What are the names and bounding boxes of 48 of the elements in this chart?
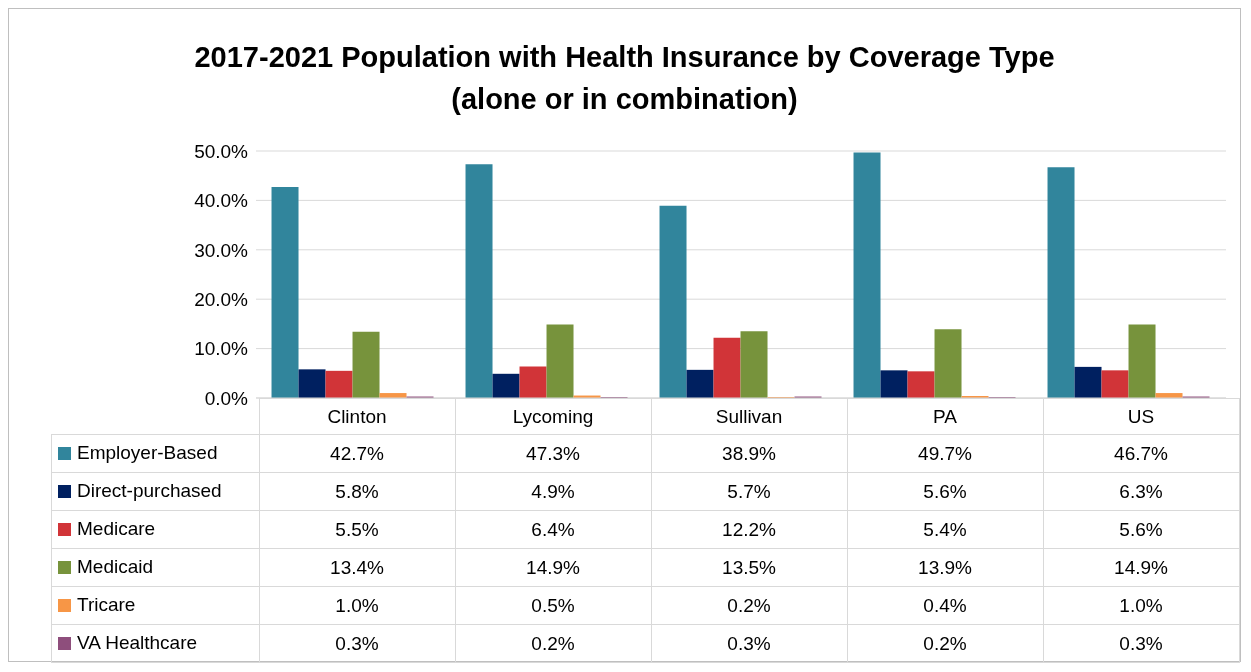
data-label: 5.7% [651,472,847,511]
data-label: 4.9% [455,472,651,511]
data-label: 42.7% [259,434,455,473]
data-label: 0.3% [651,624,847,663]
data-label: 5.4% [847,510,1043,549]
data-label: 0.3% [259,624,455,663]
data-label: 46.7% [1043,434,1239,473]
chart-title: 2017-2021 Population with Health Insurance by Coverage Type (alone or in combination) [194,40,1055,117]
y-tick-label: 20.0% [194,288,249,310]
data-label: 47.3% [455,434,651,473]
data-label: 0.2% [651,586,847,625]
data-label: 13.5% [651,548,847,587]
data-label: 0.2% [455,624,651,663]
legend-label: Medicare [77,518,156,541]
y-tick-label: 0.0% [204,387,249,409]
data-label: 6.3% [1043,472,1239,511]
y-tick-label: 40.0% [194,190,249,212]
data-label: 0.3% [1043,624,1239,663]
y-tick-label: 50.0% [194,140,249,162]
data-label: 38.9% [651,434,847,473]
legend-label: Direct-purchased [77,480,222,503]
data-label: 1.0% [259,586,455,625]
data-label: 49.7% [847,434,1043,473]
legend-label: Employer-Based [77,442,218,465]
x-tick-label: Sullivan [651,398,847,435]
data-label: 5.5% [259,510,455,549]
legend-label: Medicaid [77,556,154,579]
data-label: 14.9% [455,548,651,587]
data-label: 0.2% [847,624,1043,663]
y-tick-label: 10.0% [194,338,249,360]
legend-label: Tricare [77,594,136,617]
data-label: 5.8% [259,472,455,511]
data-label: 5.6% [1043,510,1239,549]
x-tick-label: US [1043,398,1239,435]
data-label: 6.4% [455,510,651,549]
data-label: 0.4% [847,586,1043,625]
data-label: 13.4% [259,548,455,587]
x-tick-label: Lycoming [455,398,651,435]
y-tick-label: 30.0% [194,239,249,261]
data-label: 12.2% [651,510,847,549]
data-label: 14.9% [1043,548,1239,587]
data-label: 1.0% [1043,586,1239,625]
legend-label: VA Healthcare [77,632,198,655]
data-label: 5.6% [847,472,1043,511]
x-tick-label: PA [847,398,1043,435]
x-tick-label: Clinton [259,398,455,435]
data-label: 13.9% [847,548,1043,587]
data-label: 0.5% [455,586,651,625]
